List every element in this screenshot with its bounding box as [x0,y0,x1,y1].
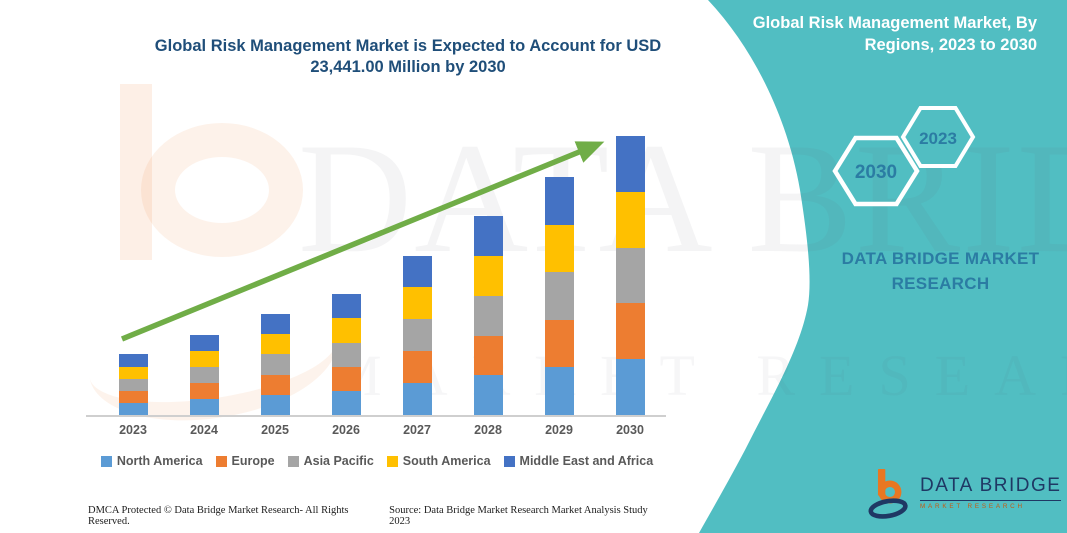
bar-segment-2030-asia-pacific [615,247,645,304]
logo-sub-text: MARKET RESEARCH [920,502,1025,510]
x-axis-label-2025: 2025 [261,423,289,437]
teal-panel-shape [699,0,1067,533]
data-bridge-logo-icon [868,469,908,519]
hexagon-2023 [900,106,976,168]
hexagon-2023-label: 2023 [919,129,957,148]
legend-label: Asia Pacific [303,454,374,468]
bar-segment-2024-europe [189,383,219,399]
legend-swatch [386,455,398,467]
panel-brand-name: DATA BRIDGE MARKET RESEARCH [838,247,1043,296]
logo-text-block: DATA BRIDGE MARKET RESEARCH [920,475,1062,510]
x-axis-label-2026: 2026 [332,423,360,437]
x-axis-labels: 2023 2024 2025 2026 2027 2028 2029 2030 [86,423,668,439]
bar-segment-2025-asia-pacific [260,354,290,375]
bar-2023 [118,354,148,415]
bar-segment-2030-middle-east-and-africa [615,136,645,192]
chart-legend: North America Europe Asia Pacific South Ame… [86,454,668,468]
legend-item-middle-east-and-africa: Middle East and Africa [503,454,654,468]
footer: DMCA Protected © Data Bridge Market Rese… [88,505,668,527]
bar-2030 [615,136,645,415]
legend-item-north-america: North America [100,454,203,468]
footer-dmca-text: DMCA Protected © Data Bridge Market Rese… [88,505,349,527]
logo-name-text: DATA BRIDGE [920,475,1062,501]
bar-segment-2028-europe [473,335,503,376]
bar-segment-2024-south-america [189,351,219,367]
bar-segment-2029-north-america [544,367,574,415]
legend-swatch [215,455,227,467]
bar-segment-2027-europe [402,351,432,384]
bar-segment-2026-asia-pacific [331,342,361,367]
bar-segment-2030-north-america [615,359,645,415]
hexagon-2030-label: 2030 [855,162,897,183]
x-axis-label-2023: 2023 [119,423,147,437]
legend-label: Europe [231,454,275,468]
bar-segment-2026-europe [331,366,361,391]
panel-brand-line2: RESEARCH [891,273,990,293]
bar-2024 [189,335,219,415]
bar-segment-2023-europe [118,390,148,403]
x-axis-label-2024: 2024 [190,423,218,437]
chart-title-line1: Global Risk Management Market is Expecte… [154,37,662,55]
legend-item-asia-pacific: Asia Pacific [287,454,374,468]
x-axis-label-2029: 2029 [545,423,573,437]
bar-segment-2024-north-america [189,399,219,415]
footer-source-text: Source: Data Bridge Market Research Mark… [389,505,648,527]
hexagon-2030 [832,135,920,207]
bar-segment-2024-asia-pacific [189,367,219,383]
bar-segment-2025-europe [260,374,290,395]
panel-brand-line1: DATA BRIDGE MARKET [841,249,1040,268]
x-axis-label-2028: 2028 [474,423,502,437]
bar-segment-2030-south-america [615,191,645,248]
legend-item-europe: Europe [215,454,275,468]
legend-label: Middle East and Africa [519,454,654,468]
x-axis-label-2027: 2027 [403,423,431,437]
legend-swatch [287,455,299,467]
bar-segment-2023-south-america [118,366,148,379]
bar-segment-2028-north-america [473,375,503,415]
panel-heading-line2: Regions, 2023 to 2030 [864,36,1037,55]
x-axis-line [86,415,666,417]
bar-segment-2023-asia-pacific [118,378,148,391]
panel-heading-line1: Global Risk Management Market, By [752,14,1037,32]
bar-segment-2030-europe [615,303,645,360]
legend-label: North America [116,454,203,468]
data-bridge-logo: DATA BRIDGE MARKET RESEARCH [866,464,1062,520]
legend-swatch [100,455,112,467]
legend-label: South America [402,454,491,468]
panel-heading: Global Risk Management Market, By Region… [707,12,1037,57]
x-axis-label-2030: 2030 [616,423,644,437]
bar-segment-2026-north-america [331,390,361,415]
chart-title: Global Risk Management Market is Expecte… [118,36,698,79]
bar-segment-2023-middle-east-and-africa [118,354,148,367]
bar-segment-2025-north-america [260,394,290,415]
legend-swatch [503,455,515,467]
bar-segment-2023-north-america [118,402,148,415]
chart-title-line2: 23,441.00 Million by 2030 [310,58,506,77]
bar-segment-2027-north-america [402,383,432,415]
legend-item-south-america: South America [386,454,491,468]
